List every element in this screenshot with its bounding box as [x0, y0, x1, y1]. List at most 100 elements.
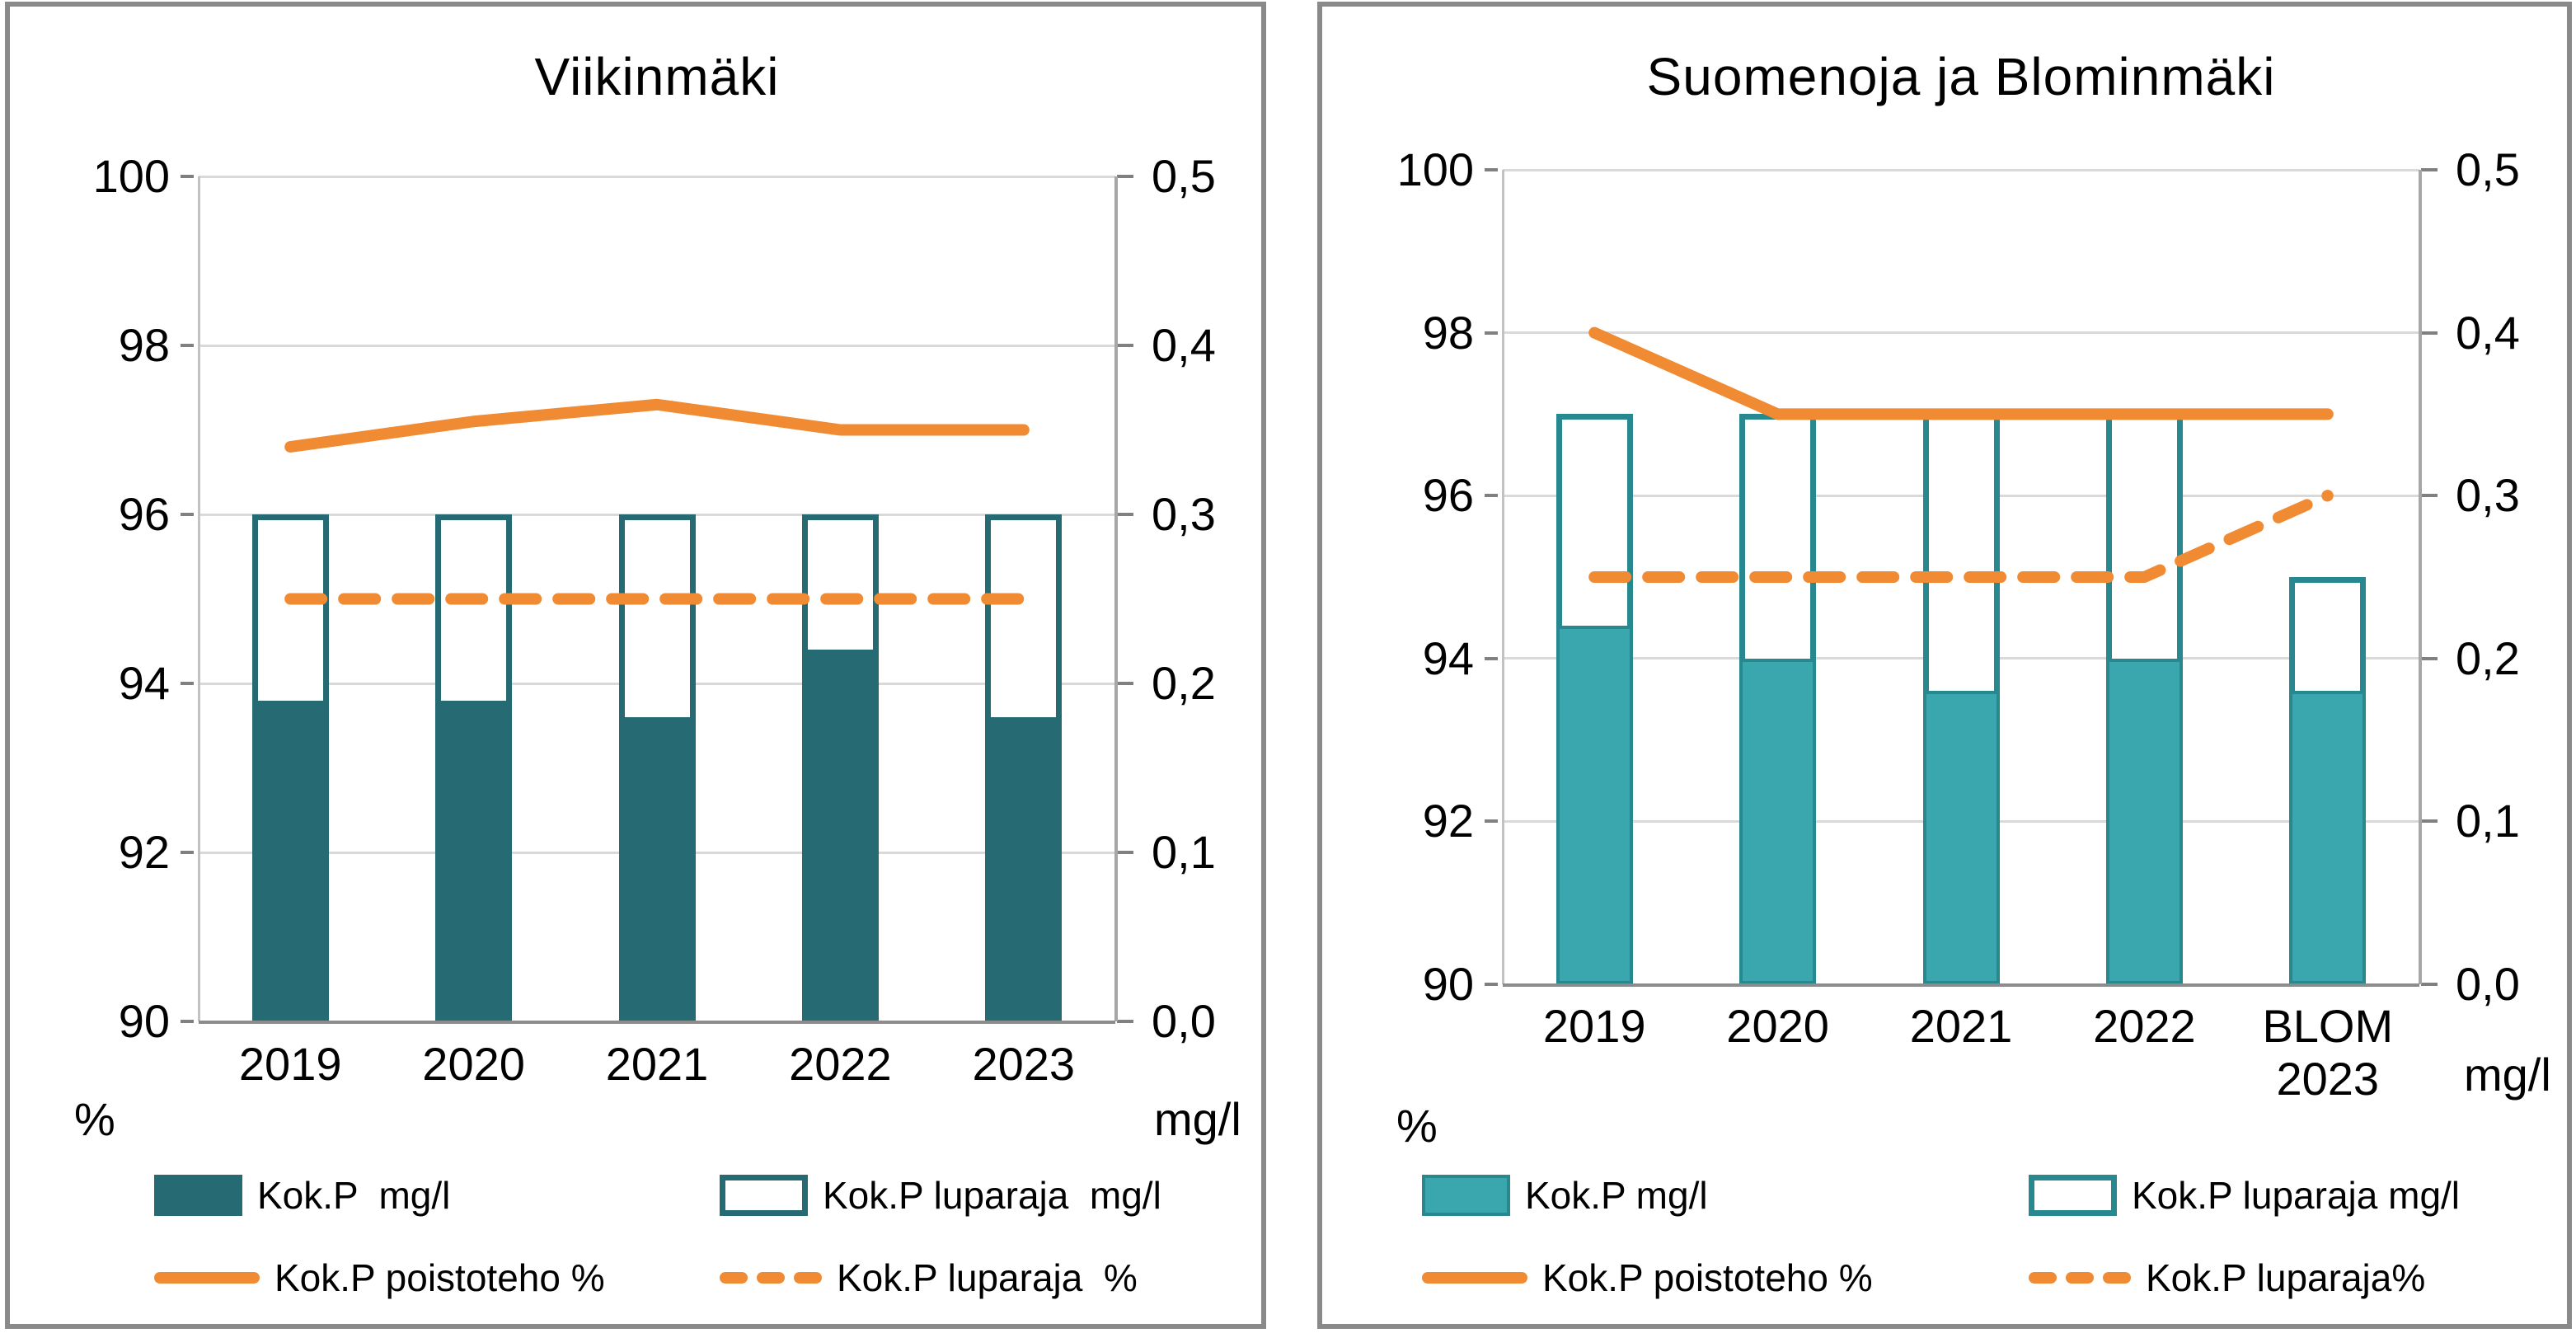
axis-tick-mark: [181, 682, 194, 685]
y-axis-tick-label-right: 0,1: [2456, 795, 2520, 847]
legend-item: Kok.P poistoteho %: [1422, 1253, 1873, 1302]
axis-tick-mark: [181, 344, 194, 347]
legend-swatch-line-dashed: [2029, 1272, 2131, 1284]
y-axis-line-right: [1114, 176, 1118, 1021]
y-axis-tick-label-right: 0,4: [2456, 306, 2520, 359]
axis-tick-mark: [181, 851, 194, 854]
bar-kokp: [251, 700, 329, 1021]
y-axis-tick-label-left: 90: [1422, 958, 1474, 1010]
axis-tick-mark: [1117, 513, 1133, 516]
left-axis-unit-label: %: [74, 1093, 115, 1145]
legend-label: Kok.P luparaja mg/l: [823, 1174, 1161, 1217]
line-series-layer: [1588, 326, 2334, 583]
axis-tick-mark: [2421, 656, 2438, 660]
gridline: [1503, 983, 2419, 987]
y-axis-tick-label-right: 0,5: [1152, 150, 1216, 202]
axis-tick-mark: [2421, 819, 2438, 824]
legend-swatch-bar-filled: [1422, 1175, 1510, 1216]
legend-item: Kok.P luparaja %: [720, 1253, 1138, 1302]
gridline: [199, 175, 1115, 178]
dash-segment: [757, 1272, 785, 1284]
bar-kokp: [985, 717, 1063, 1021]
axis-tick-mark: [1485, 656, 1498, 660]
gridline: [199, 1020, 1115, 1024]
y-axis-tick-label-right: 0,2: [1152, 657, 1216, 709]
dash-segment: [720, 1272, 748, 1284]
legend-swatch-bar-filled: [154, 1175, 242, 1216]
bar-kokp: [1739, 658, 1817, 984]
bar-kokp: [2289, 691, 2367, 984]
y-axis-tick-label-right: 0,4: [1152, 319, 1216, 371]
axis-tick-mark: [1485, 331, 1498, 335]
axis-tick-mark: [181, 175, 194, 178]
y-axis-tick-label-right: 0,0: [1152, 995, 1216, 1047]
legend-label: Kok.P luparaja%: [2146, 1256, 2426, 1299]
y-axis-tick-label-left: 96: [118, 488, 170, 540]
legend-item: Kok.P poistoteho %: [154, 1253, 605, 1302]
x-axis-tick-label: BLOM 2023: [2262, 1000, 2394, 1105]
y-axis-tick-label-right: 0,3: [2456, 469, 2520, 522]
y-axis-tick-label-left: 98: [1422, 306, 1474, 359]
x-axis-tick-label: 2020: [422, 1038, 525, 1090]
legend-label: Kok.P luparaja %: [837, 1256, 1138, 1299]
chart-panel-suomenoja-blominmaki: Suomenoja ja Blominmäki % mg/l 100 0,5 98 0…: [1317, 2, 2572, 1329]
line-series-layer: [284, 398, 1030, 605]
x-axis-tick-label: 2022: [2093, 1000, 2196, 1052]
legend-swatch-line-solid: [1422, 1272, 1527, 1284]
bar-kokp: [1555, 626, 1633, 984]
y-axis-tick-label-right: 0,5: [2456, 143, 2520, 195]
legend-swatch-bar-outline: [720, 1175, 808, 1216]
axis-tick-mark: [2421, 983, 2438, 986]
y-axis-tick-label-left: 98: [118, 319, 170, 371]
x-axis-tick-label: 2019: [1542, 1000, 1646, 1052]
y-axis-tick-label-left: 96: [1422, 469, 1474, 522]
legend-item: Kok.P mg/l: [1422, 1171, 1708, 1220]
right-axis-unit-label: mg/l: [1154, 1093, 1241, 1145]
legend-item: Kok.P luparaja%: [2029, 1253, 2425, 1302]
axis-tick-mark: [181, 1020, 194, 1023]
y-axis-line-left: [1502, 170, 1504, 984]
axis-tick-mark: [1485, 819, 1498, 824]
y-axis-tick-label-right: 0,2: [2456, 631, 2520, 684]
legend-item: Kok.P luparaja mg/l: [720, 1171, 1161, 1220]
dash-segment: [794, 1272, 822, 1284]
x-axis-tick-label: 2019: [238, 1038, 342, 1090]
legend-label: Kok.P mg/l: [257, 1174, 451, 1217]
axis-tick-mark: [2421, 494, 2438, 498]
y-axis-tick-label-right: 0,1: [1152, 826, 1216, 878]
y-axis-tick-label-left: 100: [1396, 143, 1474, 195]
bar-kokp: [2105, 658, 2183, 984]
x-axis-tick-label: 2020: [1726, 1000, 1829, 1052]
chart-panel-viikinmaki: Viikinmäki % mg/l 100 0,5 98 0,4 96 0,3 94 0,2 9…: [5, 2, 1266, 1329]
legend-item: Kok.P luparaja mg/l: [2029, 1171, 2460, 1220]
axis-tick-mark: [2421, 168, 2438, 171]
left-axis-unit-label: %: [1396, 1100, 1438, 1152]
gridline: [1503, 168, 2419, 171]
bar-kokp: [1922, 691, 2000, 984]
axis-tick-mark: [1117, 851, 1133, 854]
axis-tick-mark: [1485, 168, 1498, 171]
legend-swatch-line-solid: [154, 1272, 260, 1284]
bar-kokp: [435, 700, 513, 1021]
dash-segment: [2029, 1272, 2057, 1284]
y-axis-tick-label-left: 94: [1422, 631, 1474, 684]
y-axis-line-left: [198, 176, 200, 1021]
axis-tick-mark: [1117, 175, 1133, 178]
axis-tick-mark: [1117, 682, 1133, 685]
luparaja-percent-line: [1588, 490, 2334, 583]
bar-kokp: [801, 650, 879, 1021]
x-axis-tick-label: 2021: [1909, 1000, 2013, 1052]
legend-swatch-bar-outline: [2029, 1175, 2117, 1216]
y-axis-tick-label-left: 92: [118, 826, 170, 878]
axis-tick-mark: [1117, 1020, 1133, 1023]
legend-swatch-line-dashed: [720, 1272, 822, 1284]
axis-tick-mark: [2421, 331, 2438, 335]
legend-label: Kok.P poistoteho %: [274, 1256, 605, 1299]
legend-label: Kok.P mg/l: [1525, 1174, 1708, 1217]
gridline: [199, 344, 1115, 347]
y-axis-tick-label-left: 94: [118, 657, 170, 709]
gridline: [1503, 331, 2419, 335]
axis-tick-mark: [1117, 344, 1133, 347]
legend-item: Kok.P mg/l: [154, 1171, 450, 1220]
y-axis-tick-label-right: 0,3: [1152, 488, 1216, 540]
